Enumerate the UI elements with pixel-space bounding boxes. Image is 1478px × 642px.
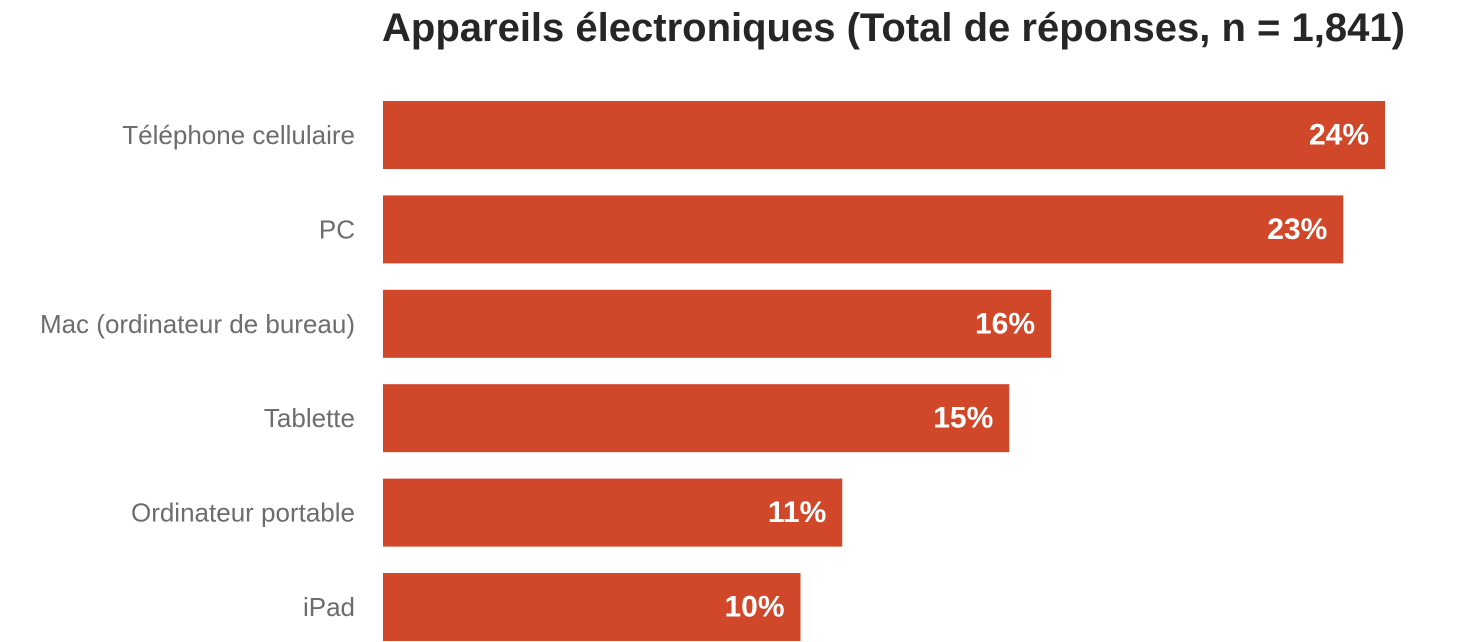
category-label: Mac (ordinateur de bureau) [40, 309, 355, 339]
bar [383, 289, 1051, 358]
value-label: 15% [933, 402, 993, 435]
value-label: 11% [768, 496, 826, 529]
bar [383, 478, 843, 547]
chart-title: Appareils électroniques (Total de répons… [382, 6, 1405, 50]
value-label: 16% [975, 307, 1035, 340]
category-label: PC [319, 214, 355, 244]
bars-group [383, 101, 1385, 641]
category-label: Ordinateur portable [131, 498, 355, 528]
bar [383, 573, 801, 641]
value-labels-group: 24% 23% 16% 15% 11% 10% [724, 119, 1369, 624]
category-label: iPad [303, 592, 355, 622]
value-label: 23% [1267, 213, 1327, 246]
category-label: Tablette [264, 403, 355, 433]
bar [383, 101, 1385, 169]
category-label: Téléphone cellulaire [122, 120, 355, 150]
value-label: 24% [1309, 119, 1369, 152]
bar [383, 195, 1344, 264]
value-label: 10% [724, 591, 784, 624]
bar [383, 384, 1010, 453]
category-labels-group: Téléphone cellulaire PC Mac (ordinateur de… [40, 120, 355, 622]
